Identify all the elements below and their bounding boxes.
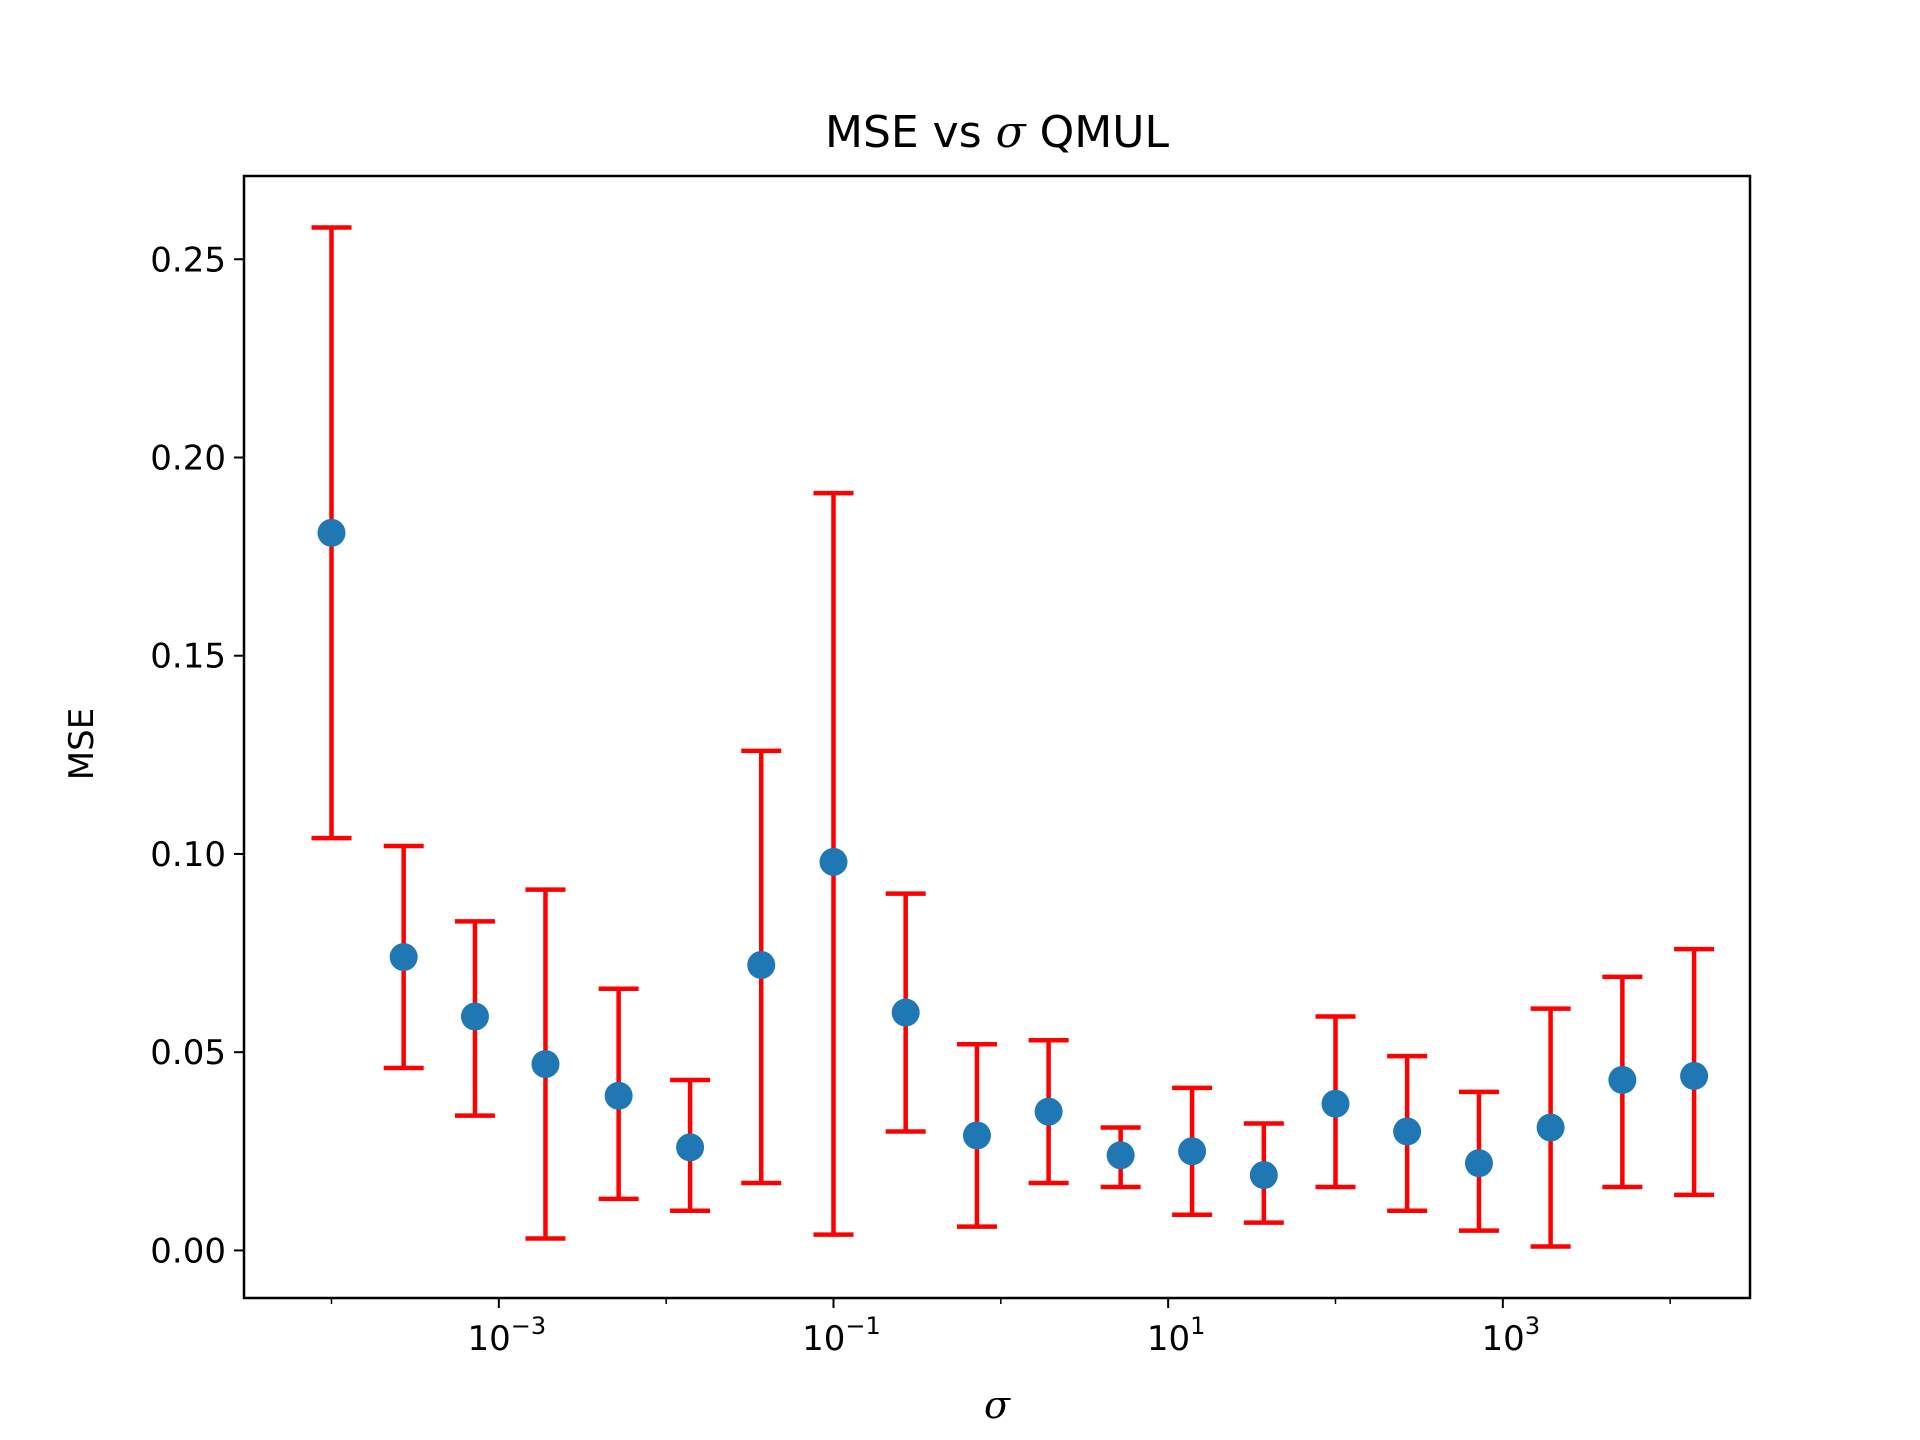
y-tick-label: 0.20 [150, 438, 226, 478]
y-axis: 0.00 0.05 0.10 0.15 0.20 0.25 [150, 240, 244, 1271]
data-point-4 [604, 1081, 633, 1110]
data-point-8 [891, 998, 920, 1027]
data-point-5 [676, 1133, 705, 1162]
data-point-18 [1608, 1065, 1637, 1094]
data-point-2 [460, 1002, 489, 1031]
data-point-14 [1321, 1089, 1350, 1118]
data-point-13 [1249, 1161, 1278, 1190]
data-point-12 [1178, 1137, 1207, 1166]
data-point-16 [1464, 1149, 1493, 1178]
x-axis-label: σ [984, 1383, 1011, 1427]
data-point-15 [1393, 1117, 1422, 1146]
data-point-19 [1680, 1061, 1709, 1090]
y-tick-label: 0.15 [150, 637, 226, 677]
plot-frame [242, 174, 1752, 1300]
data-point-6 [747, 950, 776, 979]
x-tick-label: 10−1 [802, 1312, 881, 1359]
data-point-17 [1536, 1113, 1565, 1142]
x-tick-label: 101 [1147, 1312, 1206, 1359]
data-point-7 [819, 847, 848, 876]
y-tick-label: 0.10 [150, 835, 226, 875]
data-point-9 [962, 1121, 991, 1150]
y-axis-label: MSE [62, 708, 102, 780]
data-point-1 [389, 943, 418, 972]
y-tick-label: 0.05 [150, 1033, 226, 1073]
x-axis: 10−3 10−1 101 103 [330, 1298, 1671, 1359]
x-tick-label: 103 [1482, 1312, 1541, 1359]
data-point-3 [531, 1050, 560, 1079]
y-tick-label: 0.00 [150, 1231, 226, 1271]
chart-title: MSE vs σ QMUL [825, 107, 1169, 158]
marker-layer [317, 518, 1709, 1190]
data-point-11 [1106, 1141, 1135, 1170]
y-tick-label: 0.25 [150, 240, 226, 280]
x-tick-label: 10−3 [468, 1312, 547, 1359]
data-point-0 [317, 518, 346, 547]
data-point-10 [1034, 1097, 1063, 1126]
